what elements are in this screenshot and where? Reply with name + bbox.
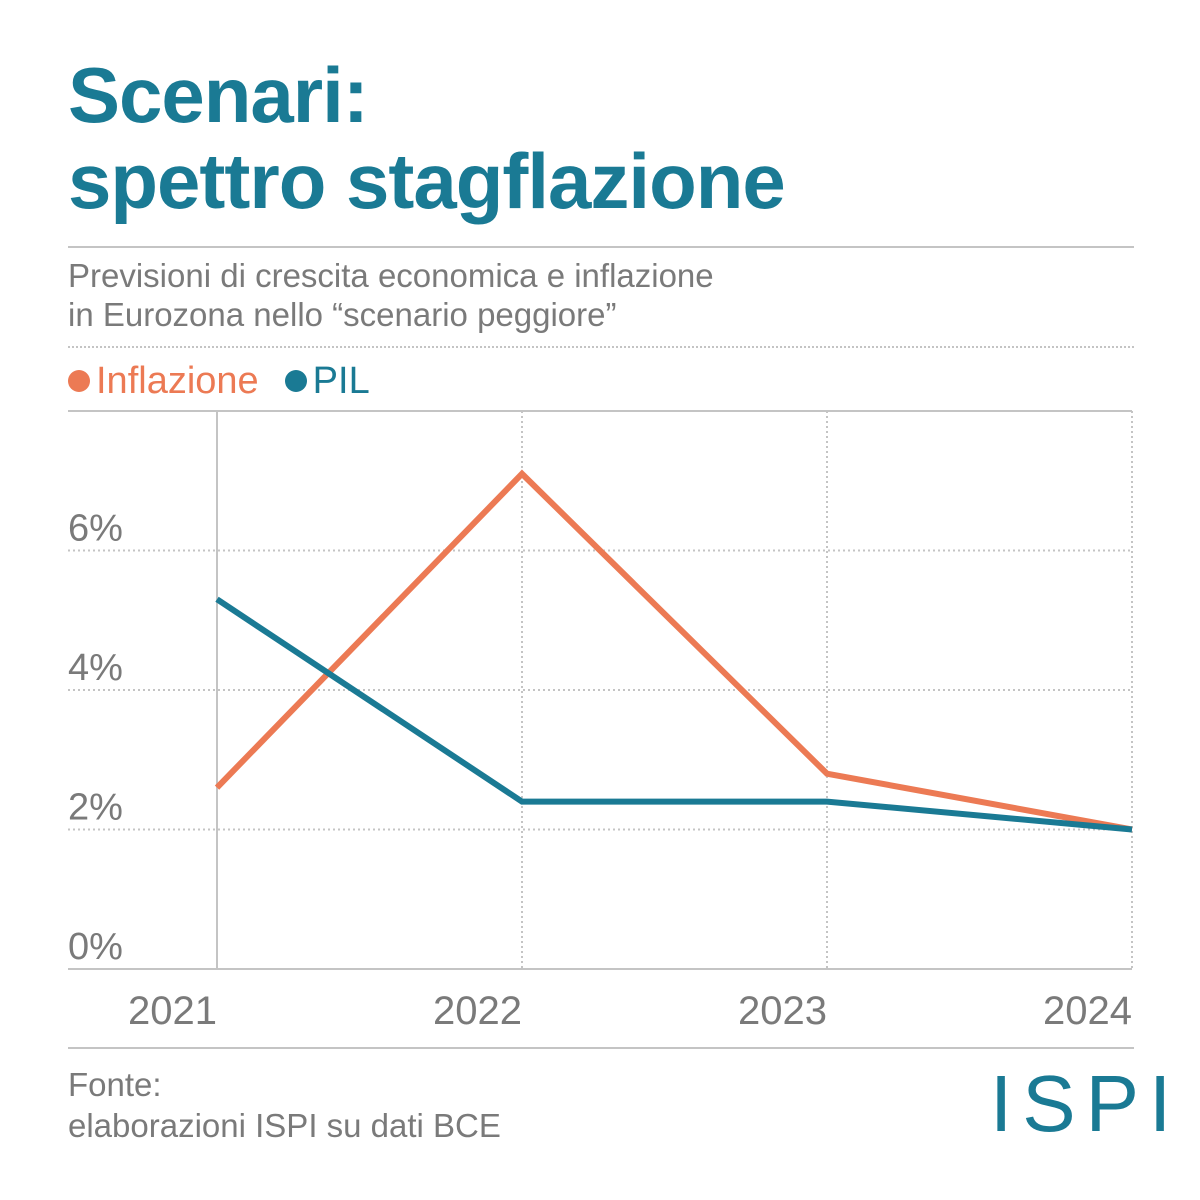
chart-title: Scenari: spettro stagflazione xyxy=(68,51,786,225)
chart-legend: Inflazione PIL xyxy=(68,358,396,404)
line-chart: 0% 2% 4% 6% 2021 2022 2023 2024 xyxy=(68,410,1133,1034)
y-tick-label: 0% xyxy=(68,926,123,968)
legend-dot-pil xyxy=(284,370,307,392)
legend-item-pil: PIL xyxy=(284,359,370,403)
y-tick-label: 2% xyxy=(68,787,123,829)
label-layer: 0% 2% 4% 6% 2021 2022 2023 2024 xyxy=(68,508,1132,1034)
legend-item-inflazione: Inflazione xyxy=(68,360,259,403)
legend-label-inflazione: Inflazione xyxy=(96,359,259,402)
ispi-logo: ISPI xyxy=(990,1059,1182,1148)
chart-title-line-2: spettro stagflazione xyxy=(68,137,786,225)
chart-subtitle: Previsioni di crescita economica e infla… xyxy=(68,256,714,334)
grid-layer xyxy=(68,410,1133,970)
x-tick-label: 2022 xyxy=(433,989,522,1033)
series-line-inflazione xyxy=(214,469,1133,833)
chart-subtitle-line-1: Previsioni di crescita economica e infla… xyxy=(68,257,714,294)
series-layer xyxy=(214,469,1133,833)
source-note: Fonte: elaborazioni ISPI su dati BCE xyxy=(68,1064,501,1146)
series-line-pil xyxy=(215,596,1133,833)
divider-top xyxy=(68,246,1134,248)
x-tick-label: 2021 xyxy=(128,989,217,1033)
divider-bottom xyxy=(68,1047,1134,1049)
legend-label-pil: PIL xyxy=(312,359,370,402)
y-tick-label: 6% xyxy=(68,508,123,550)
y-tick-label: 4% xyxy=(68,647,123,689)
source-text: elaborazioni ISPI su dati BCE xyxy=(68,1107,501,1144)
source-label: Fonte: xyxy=(68,1066,162,1103)
chart-subtitle-line-2: in Eurozona nello “scenario peggiore” xyxy=(68,296,617,333)
divider-subtitle xyxy=(68,346,1134,348)
legend-dot-inflazione xyxy=(68,370,90,392)
x-tick-label: 2024 xyxy=(1043,989,1132,1033)
chart-title-line-1: Scenari: xyxy=(68,51,369,139)
x-tick-label: 2023 xyxy=(738,989,827,1033)
